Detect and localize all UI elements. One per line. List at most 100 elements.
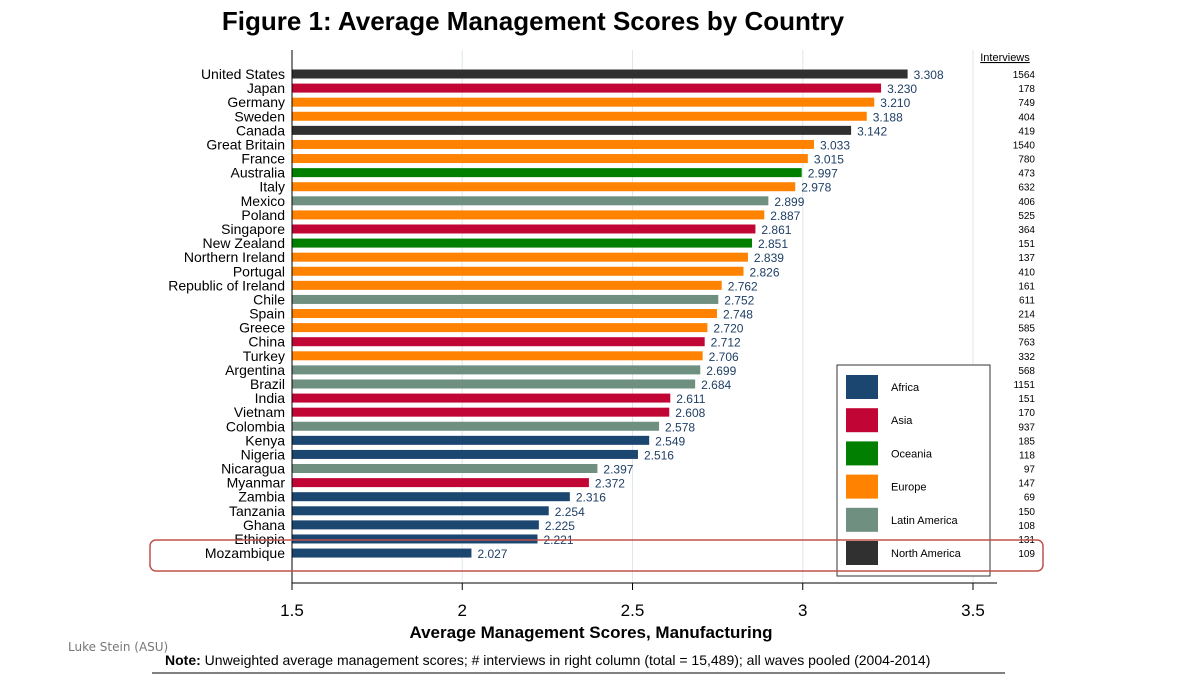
note-label: Note: <box>165 652 201 668</box>
country-label: Mozambique <box>205 545 285 561</box>
bar-group: Brazil 2.684 1151 <box>250 376 1035 392</box>
bar-group: Germany 3.210 749 <box>227 94 1035 110</box>
value-label: 2.397 <box>603 463 633 477</box>
bar <box>292 182 796 192</box>
interviews-count: 585 <box>1018 324 1035 335</box>
value-label: 3.188 <box>873 110 903 124</box>
bar-group: Portugal 2.826 410 <box>233 263 1036 279</box>
bar <box>292 379 696 389</box>
bar-group: Northern Ireland 2.839 137 <box>184 249 1036 265</box>
interviews-count: 749 <box>1018 98 1035 109</box>
interviews-count: 525 <box>1018 211 1035 222</box>
value-label: 3.033 <box>820 138 850 152</box>
value-label: 2.839 <box>754 251 784 265</box>
x-tick-label: 2.5 <box>621 601 645 620</box>
country-label: Poland <box>241 207 285 223</box>
country-label: Argentina <box>225 362 285 378</box>
country-label: Italy <box>259 179 285 195</box>
country-label: Spain <box>249 306 285 322</box>
legend-swatch <box>846 507 878 532</box>
bar-group: New Zealand 2.851 151 <box>203 235 1036 251</box>
interviews-count: 332 <box>1018 352 1035 363</box>
bar <box>292 337 705 347</box>
country-label: Tanzania <box>229 503 285 519</box>
legend: Africa Asia Oceania Europe Latin America Nort… <box>836 364 991 577</box>
country-label: China <box>248 334 285 350</box>
bar-group: Mozambique 2.027 109 <box>205 545 1036 561</box>
value-label: 3.142 <box>857 124 887 138</box>
bar <box>292 548 472 558</box>
bar-group: Japan 3.230 178 <box>247 80 1036 96</box>
country-label: Myanmar <box>227 475 286 491</box>
country-label: Nicaragua <box>221 461 285 477</box>
country-label: Australia <box>231 165 286 181</box>
value-label: 3.210 <box>880 96 910 110</box>
bar <box>292 196 769 206</box>
interviews-count: 151 <box>1018 394 1035 405</box>
interviews-count: 937 <box>1018 422 1035 433</box>
bar-group: Italy 2.978 632 <box>259 179 1035 195</box>
country-label: Mexico <box>241 193 286 209</box>
interviews-count: 1540 <box>1013 140 1036 151</box>
value-label: 2.372 <box>595 477 625 491</box>
x-axis-label: Average Management Scores, Manufacturing <box>409 623 772 642</box>
value-label: 2.608 <box>675 406 705 420</box>
interviews-count: 404 <box>1018 112 1035 123</box>
legend-label: Latin America <box>891 515 959 527</box>
value-label: 2.578 <box>665 420 695 434</box>
bar-group: Nicaragua 2.397 97 <box>221 461 1035 477</box>
value-label: 2.516 <box>644 448 674 462</box>
interviews-count: 410 <box>1018 267 1035 278</box>
legend-swatch <box>846 474 878 499</box>
bar-group: United States 3.308 1564 <box>201 66 1035 82</box>
value-label: 2.851 <box>758 237 788 251</box>
country-label: Republic of Ireland <box>168 277 285 293</box>
chart-title: Figure 1: Average Management Scores by C… <box>222 6 845 36</box>
value-label: 2.254 <box>555 505 585 519</box>
bar-group: Kenya 2.549 185 <box>245 432 1035 448</box>
value-label: 2.706 <box>709 350 739 364</box>
legend-label: North America <box>891 548 962 560</box>
interviews-count: 473 <box>1018 169 1035 180</box>
bar <box>292 421 660 431</box>
country-label: Canada <box>236 122 285 138</box>
x-tick-label: 3 <box>798 601 807 620</box>
country-label: United States <box>201 66 285 82</box>
bar-group: Argentina 2.699 568 <box>225 362 1035 378</box>
country-label: Greece <box>239 320 285 336</box>
interviews-count: 419 <box>1018 126 1035 137</box>
bar-group: Spain 2.748 214 <box>249 306 1035 322</box>
value-label: 2.225 <box>545 519 575 533</box>
x-tick-label: 3.5 <box>961 601 985 620</box>
value-label: 2.752 <box>724 293 754 307</box>
bar-group: Tanzania 2.254 150 <box>229 503 1035 519</box>
bar <box>292 294 719 304</box>
legend-label: Asia <box>891 415 913 427</box>
value-label: 2.887 <box>770 209 800 223</box>
value-label: 2.684 <box>701 378 731 392</box>
value-label: 2.899 <box>774 195 804 209</box>
bar <box>292 125 852 135</box>
country-label: Brazil <box>250 376 285 392</box>
interviews-count: 214 <box>1018 310 1035 321</box>
country-label: Japan <box>247 80 285 96</box>
bar-group: Singapore 2.861 364 <box>221 221 1035 237</box>
bar-group: Ghana 2.225 108 <box>243 517 1035 533</box>
country-label: Zambia <box>238 489 285 505</box>
interviews-count: 568 <box>1018 366 1035 377</box>
bar <box>292 168 802 178</box>
country-label: Vietnam <box>234 404 285 420</box>
interviews-count: 364 <box>1018 225 1035 236</box>
bar-group: Zambia 2.316 69 <box>238 489 1035 505</box>
value-label: 3.015 <box>814 153 844 167</box>
value-label: 3.308 <box>914 68 944 82</box>
country-label: New Zealand <box>203 235 286 251</box>
bar <box>292 407 670 417</box>
value-label: 2.861 <box>761 223 791 237</box>
interviews-count: 118 <box>1019 450 1035 461</box>
bar <box>292 238 753 248</box>
country-label: Nigeria <box>241 446 286 462</box>
country-label: Ethiopia <box>234 531 285 547</box>
bar <box>292 97 875 107</box>
